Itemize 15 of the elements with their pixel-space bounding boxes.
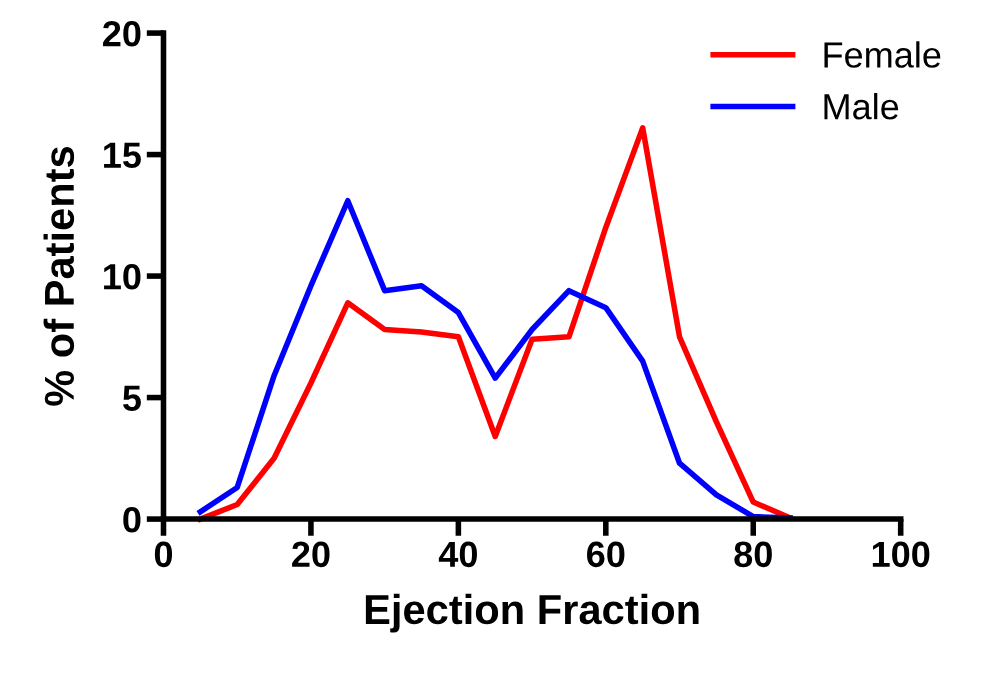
y-tick-label: 0 [123, 506, 141, 533]
legend-label: Female [824, 41, 941, 68]
legend-label: Male [824, 92, 899, 120]
x-axis-title: Ejection Fraction [365, 593, 699, 633]
x-tick-label: 40 [438, 541, 477, 568]
y-tick-label: 10 [104, 263, 141, 290]
x-tick-label: 80 [734, 541, 772, 568]
x-tick-label: 20 [292, 541, 330, 568]
y-tick-label: 20 [103, 20, 141, 47]
x-tick-label: 100 [872, 541, 930, 568]
x-tick-label: 60 [587, 541, 625, 568]
y-tick-label: 5 [122, 385, 141, 412]
y-axis-title: % of Patients [43, 146, 75, 406]
x-tick-label: 0 [154, 541, 173, 568]
y-tick-label: 15 [104, 142, 141, 169]
